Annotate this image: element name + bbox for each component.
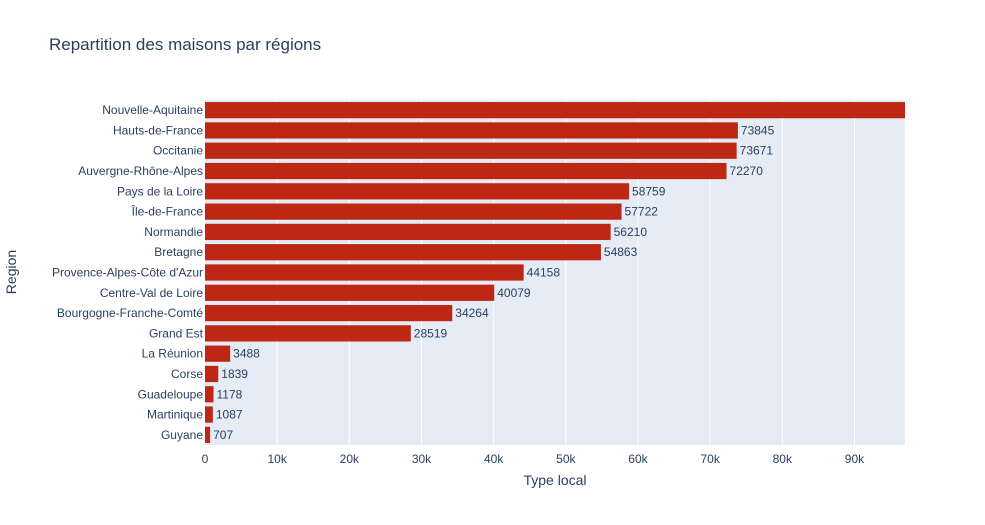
y-tick-label: Hauts-de-France [113,123,203,137]
bar [205,102,905,119]
y-tick-label: Pays de la Loire [117,184,203,198]
bar [205,345,231,362]
bar [205,304,453,322]
bar-value-label: 44158 [527,266,561,280]
bar-value-label: 34264 [455,306,489,320]
y-tick-label: Île-de-France [131,204,204,219]
bar-value-label: 28519 [414,326,448,340]
y-tick-label: Corse [171,367,203,381]
bar [205,426,211,443]
y-axis-title: Region [3,250,19,294]
bar-value-label: 1839 [221,367,248,381]
bar [205,284,495,301]
bar [205,264,524,281]
bar [205,223,611,241]
x-tick-label: 0 [202,452,209,466]
chart-title: Repartition des maisons par régions [49,35,321,54]
y-tick-label: Auvergne-Rhône-Alpes [78,164,203,178]
bar-value-label: 73671 [740,144,774,158]
y-tick-label: Centre-Val de Loire [100,286,203,300]
bar [205,162,727,180]
bar [205,142,737,159]
y-tick-label: Grand Est [149,326,204,340]
x-tick-label: 30k [412,452,432,466]
x-tick-label: 90k [845,452,865,466]
x-tick-label: 20k [340,452,360,466]
y-tick-label: Occitanie [153,144,203,158]
x-axis-title: Type local [523,472,586,488]
x-tick-label: 40k [484,452,504,466]
bar-value-label: 54863 [604,245,638,259]
y-tick-label: Bourgogne-Franche-Comté [57,306,203,320]
x-tick-label: 50k [556,452,576,466]
x-axis-ticks: 0 10k 20k 30k 40k 50k 60k 70k 80k 90k [202,452,865,466]
bar [205,365,219,383]
bars [205,102,905,443]
bar-value-label: 707 [213,428,233,442]
x-tick-label: 80k [773,452,793,466]
y-tick-label: Guadeloupe [138,387,204,401]
bar [205,406,213,423]
bar [205,203,622,220]
y-tick-label: La Réunion [142,347,203,361]
x-tick-label: 60k [628,452,648,466]
bar-value-label: 56210 [614,225,648,239]
y-tick-label: Guyane [161,428,203,442]
bar-value-label: 40079 [497,286,531,300]
x-tick-label: 10k [267,452,287,466]
bar [205,122,738,139]
bar-value-label: 58759 [632,184,666,198]
bar-value-label: 72270 [730,164,764,178]
bar-value-label: 3488 [233,347,260,361]
y-tick-label: Martinique [147,408,203,422]
y-tick-label: Normandie [144,225,203,239]
y-tick-label: Bretagne [154,245,203,259]
bar-value-label: 57722 [625,205,659,219]
bar [205,244,601,261]
bar-value-label: 73845 [741,123,775,137]
y-tick-label: Nouvelle-Aquitaine [102,103,203,117]
bar-value-label: 1087 [216,408,243,422]
y-axis-ticks: Nouvelle-Aquitaine Hauts-de-France Occitan… [52,103,204,442]
x-tick-label: 70k [700,452,720,466]
bar [205,386,214,403]
bar-labels: 73845 73671 72270 58759 57722 56210 54863 44158… [213,123,774,441]
y-tick-label: Provence-Alpes-Côte d'Azur [52,266,203,280]
bar [205,325,411,342]
bar [205,183,630,200]
bar-value-label: 1178 [217,387,243,401]
